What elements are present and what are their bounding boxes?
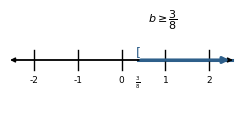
Text: $b \geq \dfrac{3}{8}$: $b \geq \dfrac{3}{8}$ [148, 8, 178, 32]
Text: 2: 2 [207, 76, 212, 85]
Text: $\frac{3}{8}$: $\frac{3}{8}$ [135, 75, 141, 91]
Text: [: [ [136, 46, 140, 59]
Text: 1: 1 [163, 76, 168, 85]
Text: -2: -2 [29, 76, 38, 85]
Text: -1: -1 [73, 76, 82, 85]
Text: 0: 0 [119, 76, 124, 85]
